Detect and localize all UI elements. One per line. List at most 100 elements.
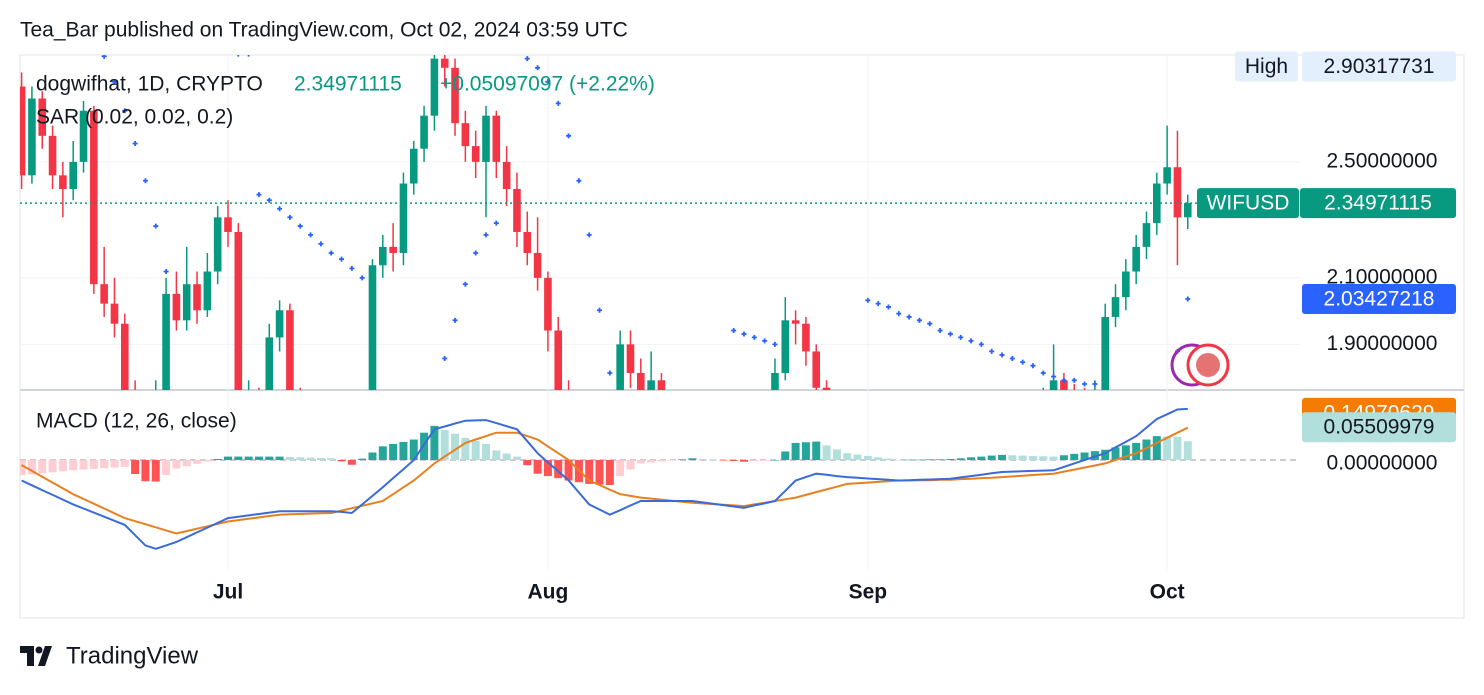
histogram-bar <box>905 460 913 461</box>
candle-body <box>916 502 924 515</box>
histogram-bar <box>874 457 882 460</box>
sar-dot <box>287 215 292 220</box>
sar-dot <box>349 266 354 271</box>
candle-body <box>214 217 222 271</box>
histogram-bar <box>338 460 346 461</box>
histogram-bar <box>884 459 892 460</box>
candle-body <box>771 373 779 418</box>
sar-dot <box>525 56 530 61</box>
candle-body <box>493 116 501 162</box>
histogram-bar <box>977 457 985 460</box>
signal-line <box>22 428 1188 534</box>
histogram-bar <box>668 460 676 461</box>
candle-body <box>420 116 428 149</box>
sar-dot <box>597 308 602 313</box>
candle-body <box>358 459 366 476</box>
candle-body <box>792 320 800 323</box>
flag-icon <box>1172 345 1228 385</box>
histogram-bar <box>967 457 975 460</box>
sar-dot <box>587 232 592 237</box>
histogram-bar <box>657 460 665 461</box>
candle-body <box>1184 203 1192 217</box>
sar-dot <box>1010 356 1015 361</box>
sar-dot <box>267 198 272 203</box>
sar-dot <box>380 508 385 513</box>
histogram-bar <box>38 460 46 473</box>
sar-dot <box>680 540 685 545</box>
candle-body <box>224 217 232 232</box>
candle-body <box>1081 399 1089 403</box>
candle-body <box>441 59 449 68</box>
sar-dot <box>576 178 581 183</box>
histogram-bar <box>492 450 500 460</box>
histogram-bar <box>750 460 758 461</box>
y-tick-label: 2.50000000 <box>1327 149 1438 172</box>
sar-dot <box>700 526 705 531</box>
sar-dot <box>865 298 870 303</box>
candle-body <box>276 310 284 337</box>
sar-dot <box>360 275 365 280</box>
histogram-bar <box>121 460 129 467</box>
candle-body <box>1163 167 1171 183</box>
sar-dot <box>824 504 829 509</box>
candle-body <box>554 331 562 396</box>
candle-body <box>926 493 934 515</box>
histogram-bar <box>854 455 862 460</box>
histogram-bar <box>358 459 366 460</box>
histogram-bar <box>915 460 923 461</box>
histogram-bar <box>812 442 820 460</box>
histogram-bar <box>843 453 851 460</box>
histogram-bar <box>709 460 717 461</box>
sar-value: 2.03427218 <box>1324 288 1435 311</box>
candle-body <box>936 480 944 493</box>
sar-dot <box>659 559 664 564</box>
histogram-bar <box>69 460 77 470</box>
candle-body <box>100 284 108 303</box>
candle-body <box>462 123 470 146</box>
histogram-bar <box>368 453 376 461</box>
sar-dot <box>29 2 34 7</box>
histogram-bar <box>936 459 944 460</box>
candle-body <box>1029 418 1037 434</box>
sar-dot <box>556 101 561 106</box>
candle-body <box>296 395 304 450</box>
candle-body <box>317 467 325 480</box>
sar-dot <box>752 335 757 340</box>
candle-body <box>730 459 738 476</box>
x-tick-label: Sep <box>849 581 888 604</box>
sar-dot <box>205 45 210 50</box>
symbol-label: WIFUSD <box>1207 192 1290 215</box>
sar-dot <box>453 318 458 323</box>
sar-title: SAR (0.02, 0.02, 0.2) <box>36 106 233 129</box>
sar-dot <box>803 512 808 517</box>
sar-dot <box>432 400 437 405</box>
legend-change: +0.05097097 (+2.22%) <box>440 73 655 96</box>
candle-body <box>905 502 913 520</box>
sar-dot <box>195 43 200 48</box>
candle-body <box>379 247 387 265</box>
histogram-bar <box>730 460 738 461</box>
sar-dot <box>958 335 963 340</box>
histogram-bar <box>823 445 831 460</box>
sar-dot <box>339 257 344 262</box>
candle-body <box>1122 272 1130 298</box>
histogram-bar <box>162 460 170 475</box>
histogram-bar <box>193 460 201 464</box>
sar-dot <box>1051 374 1056 379</box>
histogram-bar <box>1008 455 1016 460</box>
sar-dot <box>669 550 674 555</box>
candle-body <box>678 434 686 458</box>
histogram-bar <box>172 460 180 469</box>
macd-title: MACD (12, 26, close) <box>36 410 237 433</box>
sar-dot <box>628 589 633 594</box>
candle-body <box>1174 167 1182 217</box>
sar-dot <box>1113 499 1118 504</box>
histogram-bar <box>1060 455 1068 460</box>
sar-dot <box>318 241 323 246</box>
sar-dot <box>256 192 261 197</box>
candle-body <box>720 475 728 492</box>
sar-dot <box>814 508 819 513</box>
sar-dot <box>783 522 788 527</box>
histogram-bar <box>389 444 397 460</box>
candle-body <box>1039 403 1047 418</box>
